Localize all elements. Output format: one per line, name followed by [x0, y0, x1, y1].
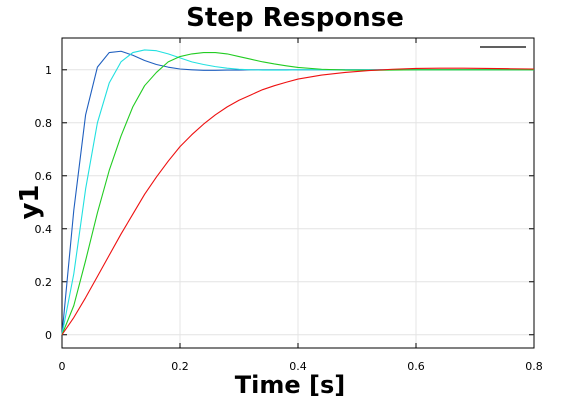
y-tick-label: 1: [45, 64, 52, 77]
y-tick-label: 0.8: [35, 117, 53, 130]
x-axis-label: Time [s]: [235, 371, 345, 399]
x-tick-label: 0: [59, 360, 66, 373]
series-line-4: [61, 67, 535, 336]
y-tick-label: 0.4: [35, 223, 53, 236]
x-tick-label: 0.6: [407, 360, 425, 373]
x-axis-ticks: 0 0.2 0.4 0.6 0.8: [59, 38, 543, 373]
x-tick-label: 0.2: [171, 360, 189, 373]
x-tick-label: 0.4: [289, 360, 307, 373]
y-tick-label: 0.2: [35, 276, 53, 289]
chart-title: Step Response: [186, 3, 404, 33]
x-tick-label: 0.8: [525, 360, 543, 373]
y-axis-label: y1: [15, 184, 45, 219]
y-tick-label: 0.6: [35, 170, 53, 183]
y-axis-ticks: 0 0.2 0.4 0.6 0.8 1: [35, 64, 534, 342]
series-layer: [61, 49, 535, 336]
y-tick-label: 0: [45, 329, 52, 342]
x-grid: [179, 38, 417, 348]
series-line-3: [61, 52, 534, 335]
